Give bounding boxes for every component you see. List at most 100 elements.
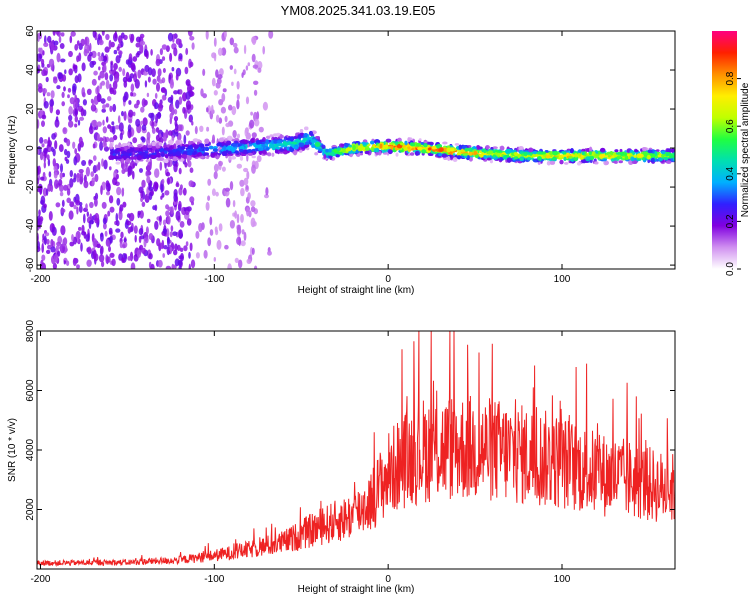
spectrogram-noise-blob bbox=[146, 131, 151, 141]
spectrogram-signal-blob bbox=[407, 137, 411, 143]
spectrogram-noise-blob bbox=[109, 252, 115, 258]
spectrogram-signal-blob bbox=[126, 157, 130, 163]
spectrogram-signal-blob bbox=[666, 148, 672, 154]
spectrogram-noise-blob bbox=[122, 68, 126, 77]
spectrogram-noise-blob bbox=[154, 92, 158, 99]
spectrogram-signal-blob bbox=[252, 148, 256, 152]
spectrogram-noise-blob bbox=[257, 60, 263, 70]
spectrogram-signal-blob bbox=[410, 142, 416, 147]
spectrogram-signal-blob bbox=[336, 147, 341, 151]
spectrogram-noise-blob bbox=[107, 210, 111, 217]
spectrogram-noise-blob bbox=[125, 71, 130, 82]
spectrogram-noise-blob bbox=[58, 35, 62, 44]
spectrogram-noise-blob bbox=[100, 185, 103, 196]
spectrogram-noise-blob bbox=[144, 80, 148, 88]
spectrogram-signal-blob bbox=[311, 144, 316, 148]
spectrogram-signal-blob bbox=[198, 148, 203, 152]
spectrogram-noise-blob bbox=[37, 149, 40, 155]
spectrogram-signal-blob bbox=[121, 158, 125, 164]
spectrogram-noise-blob bbox=[92, 249, 97, 259]
spectrogram-signal-blob bbox=[198, 143, 204, 148]
spectrogram-noise-blob bbox=[238, 259, 243, 269]
spectrogram-signal-blob bbox=[449, 147, 455, 152]
spectrogram-noise-blob bbox=[167, 32, 174, 42]
spectrogram-signal-blob bbox=[442, 141, 448, 145]
spectrogram-noise-blob bbox=[60, 58, 66, 63]
spectrogram-noise-blob bbox=[47, 183, 52, 192]
colorbar-tick-label: 0.6 bbox=[725, 119, 736, 133]
spectrogram-signal-blob bbox=[117, 149, 123, 152]
spectrogram-noise-blob bbox=[203, 249, 208, 259]
spectrogram-noise-blob bbox=[69, 241, 75, 247]
spectrogram-noise-blob bbox=[141, 124, 147, 131]
spectrogram-noise-blob bbox=[106, 256, 111, 263]
spectrogram-noise-blob bbox=[66, 138, 71, 147]
spectrogram-noise-blob bbox=[93, 155, 97, 162]
spectrogram-signal-blob bbox=[385, 138, 392, 143]
spectrogram-noise-blob bbox=[41, 58, 45, 66]
spectrogram-noise-blob bbox=[59, 184, 64, 192]
spectrogram-noise-blob bbox=[244, 128, 247, 137]
spectrogram-noise-blob bbox=[264, 194, 269, 199]
spectrogram-noise-blob bbox=[55, 109, 61, 116]
spectrogram-noise-blob bbox=[224, 187, 231, 192]
spectrogram-signal-blob bbox=[487, 157, 492, 161]
spectrogram-noise-blob bbox=[174, 109, 178, 115]
spectrogram-signal-blob bbox=[298, 134, 302, 140]
spectrogram-signal-blob bbox=[607, 154, 611, 158]
spectrogram-signal-blob bbox=[345, 147, 351, 152]
spectrogram-noise-blob bbox=[139, 244, 144, 251]
spectrogram-noise-blob bbox=[37, 165, 41, 175]
spectrogram-signal-blob bbox=[289, 136, 294, 142]
spectrogram-signal-blob bbox=[619, 148, 623, 153]
spectrogram-signal-blob bbox=[468, 147, 473, 152]
spectrogram-signal-blob bbox=[427, 147, 432, 151]
spectrogram-noise-blob bbox=[166, 246, 171, 256]
spectrogram-signal-blob bbox=[294, 146, 298, 149]
spectrogram-signal-blob bbox=[325, 148, 329, 153]
spectrogram-noise-blob bbox=[44, 232, 50, 237]
spectrogram-noise-blob bbox=[185, 130, 190, 136]
spectrogram-noise-blob bbox=[178, 167, 182, 175]
spectrogram-noise-blob bbox=[94, 173, 99, 183]
spectrogram-signal-blob bbox=[267, 152, 272, 157]
spectrogram-noise-blob bbox=[173, 47, 178, 57]
spectrogram-noise-blob bbox=[72, 64, 78, 70]
spectrogram-noise-blob bbox=[101, 31, 105, 36]
spectrogram-noise-blob bbox=[113, 49, 118, 55]
spectrogram-noise-blob bbox=[179, 247, 184, 252]
spectrogram-noise-blob bbox=[98, 39, 104, 46]
spectrogram-noise-blob bbox=[92, 238, 98, 248]
spectrogram-noise-blob bbox=[111, 125, 116, 135]
spectrogram-signal-blob bbox=[223, 145, 227, 151]
spectrogram-noise-blob bbox=[51, 146, 54, 153]
spectrogram-signal-blob bbox=[239, 155, 244, 161]
spectrogram-signal-blob bbox=[552, 156, 558, 160]
spectrogram-signal-blob bbox=[573, 156, 579, 162]
spectrogram-noise-blob bbox=[175, 123, 179, 131]
spectrogram-noise-blob bbox=[110, 61, 113, 72]
spectrogram-signal-blob bbox=[429, 141, 434, 146]
spectrogram-noise-blob bbox=[43, 147, 48, 154]
spectrogram-signal-blob bbox=[595, 154, 600, 157]
spectrogram-noise-blob bbox=[100, 232, 104, 242]
spectrogram-noise-blob bbox=[92, 31, 97, 38]
spectrogram-noise-blob bbox=[120, 231, 124, 239]
spectrogram-signal-blob bbox=[187, 155, 192, 161]
spectrogram-noise-blob bbox=[145, 236, 149, 244]
spectrogram-signal-blob bbox=[553, 152, 559, 155]
spectrogram-x-tick-label: -200 bbox=[30, 274, 50, 285]
spectrogram-signal-blob bbox=[344, 143, 350, 148]
spectrogram-noise-blob bbox=[224, 31, 227, 39]
spectrogram-noise-blob bbox=[139, 40, 146, 46]
spectrogram-noise-blob bbox=[109, 166, 112, 171]
spectrogram-signal-blob bbox=[271, 152, 275, 157]
spectrogram-noise-blob bbox=[93, 70, 98, 76]
spectrogram-signal-blob bbox=[364, 146, 370, 151]
spectrogram-noise-blob bbox=[102, 136, 106, 144]
spectrogram-y-tick-label: -20 bbox=[25, 179, 36, 194]
spectrogram-signal-blob bbox=[513, 156, 519, 160]
spectrogram-noise-blob bbox=[154, 168, 160, 179]
spectrogram-noise-blob bbox=[205, 201, 210, 211]
spectrogram-y-tick-label: -40 bbox=[25, 218, 36, 233]
